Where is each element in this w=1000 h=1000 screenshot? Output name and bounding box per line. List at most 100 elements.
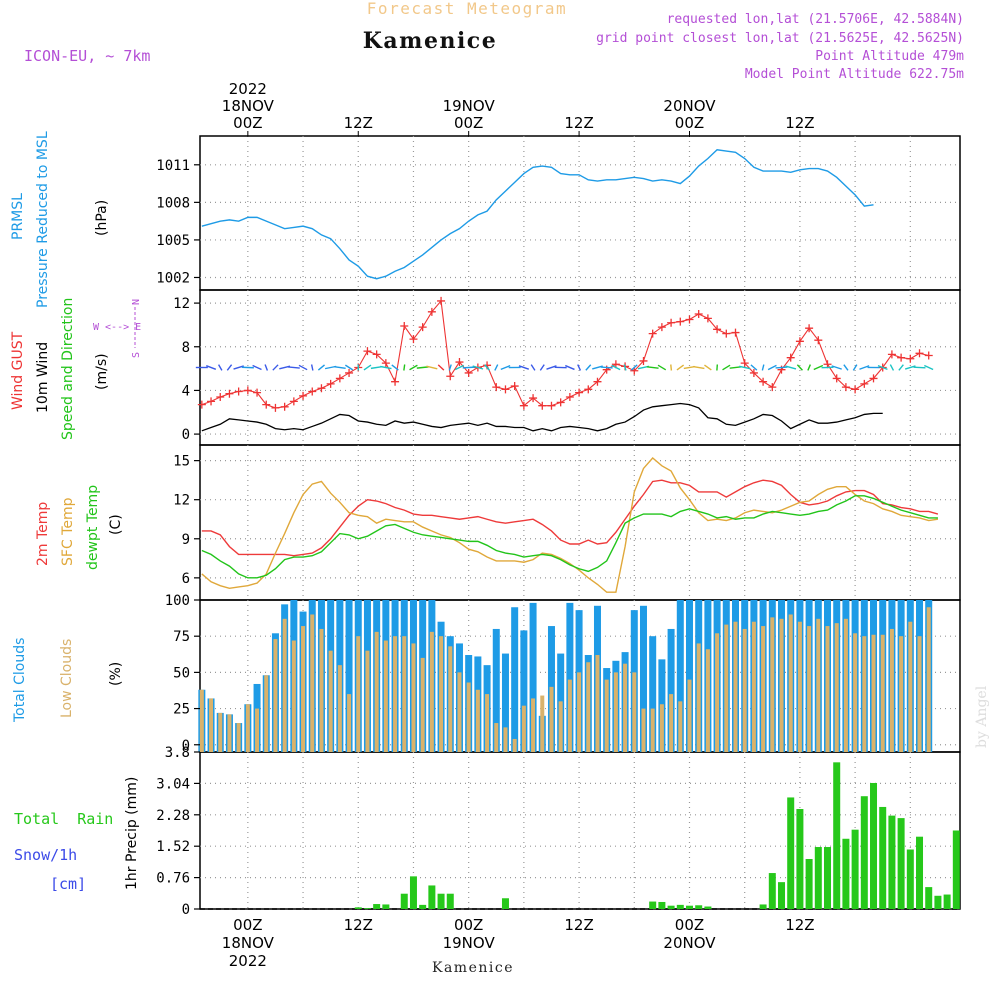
time-label-bottom: 00Z	[233, 916, 262, 934]
low-cloud-bar	[788, 614, 793, 752]
y-tick-label: 9	[182, 532, 190, 548]
gridlines	[200, 136, 960, 909]
low-cloud-bar	[807, 626, 812, 752]
y-tick-label: 1002	[156, 270, 190, 286]
gust-marker	[593, 377, 602, 386]
low-cloud-bar	[328, 650, 333, 752]
gust-marker	[317, 384, 326, 393]
low-cloud-bar	[659, 704, 664, 752]
rain-bar	[870, 782, 878, 909]
time-label-top: 00Z	[233, 114, 262, 132]
wind-arrow	[233, 365, 244, 370]
gust-marker	[510, 382, 519, 391]
rain-bar	[952, 830, 960, 909]
wind-arrow	[657, 364, 667, 371]
low-cloud-bar	[641, 708, 646, 752]
low-cloud-bar	[926, 607, 931, 752]
time-label-bottom: 12Z	[564, 916, 593, 934]
low-cloud-bar	[908, 621, 913, 752]
rain-bar	[373, 904, 381, 909]
wind-arrow	[796, 364, 803, 371]
low-cloud-bar	[199, 689, 204, 752]
low-cloud-bar	[917, 636, 922, 752]
clouds-label-1: Total Clouds	[12, 638, 28, 723]
precip-label-snow: Snow/1h	[14, 846, 77, 864]
gust-marker	[262, 400, 271, 409]
rain-bar	[428, 885, 436, 909]
gust-marker	[851, 385, 860, 394]
total-cloud-bar	[520, 630, 528, 752]
wind-arrow	[264, 364, 269, 371]
y-tick-label: 3.8	[165, 745, 190, 761]
rain-bar	[897, 818, 905, 909]
gust-marker	[832, 374, 841, 383]
wind-arrow	[565, 364, 575, 371]
low-cloud-bar	[862, 636, 867, 752]
low-cloud-bar	[604, 679, 609, 752]
low-cloud-bar	[227, 714, 232, 752]
low-cloud-bar	[494, 723, 499, 752]
low-cloud-bar	[687, 679, 692, 752]
y-tick-label: 2.28	[156, 808, 190, 824]
gust-marker	[381, 359, 390, 368]
low-cloud-bar	[797, 621, 802, 752]
rain-bar	[409, 876, 417, 909]
total-cloud-bar	[639, 605, 647, 752]
low-cloud-bar	[558, 701, 563, 752]
wind-arrow	[500, 364, 511, 371]
wind-arrow	[585, 364, 592, 371]
low-cloud-bar	[751, 621, 756, 752]
rain-bar	[363, 908, 371, 909]
total-cloud-bar	[649, 636, 657, 752]
wind-arrow	[344, 364, 354, 371]
low-cloud-bar	[733, 621, 738, 752]
wind-arrow	[217, 364, 223, 371]
gust-marker	[308, 387, 317, 396]
gust-marker	[731, 328, 740, 337]
low-cloud-bar	[347, 694, 352, 752]
rain-bar	[667, 905, 675, 909]
gust-marker	[299, 391, 308, 400]
low-cloud-bar	[715, 633, 720, 752]
y-tick-label: 75	[173, 629, 190, 645]
gust-marker	[501, 385, 510, 394]
rain-bar	[695, 905, 703, 909]
low-cloud-bar	[337, 665, 342, 752]
rain-bar	[354, 907, 362, 909]
gust-marker	[418, 323, 427, 332]
gust-marker	[713, 325, 722, 334]
total-cloud-bar	[676, 600, 684, 752]
clouds-label-2: Low Clouds	[59, 639, 75, 718]
low-cloud-bar	[549, 686, 554, 752]
total-cloud-bar	[501, 653, 509, 752]
low-cloud-bar	[411, 643, 416, 752]
wind-arrow	[226, 364, 233, 371]
time-label-bottom: 00Z	[675, 916, 704, 934]
wind-arrow	[409, 364, 418, 371]
y-tick-label: 1008	[156, 195, 190, 211]
gust-marker	[197, 400, 206, 409]
rain-bar	[400, 893, 408, 909]
rain-bar	[824, 847, 832, 909]
wind-arrow	[380, 365, 392, 370]
low-cloud-bar	[632, 672, 637, 752]
low-cloud-bar	[816, 618, 821, 752]
gust-marker	[667, 318, 676, 327]
series-line-2	[201, 495, 938, 579]
rain-bar	[934, 895, 942, 909]
total-cloud-bar	[492, 628, 500, 752]
time-label-bottom: 12Z	[344, 916, 373, 934]
gust-marker	[759, 377, 768, 386]
low-cloud-bar	[383, 640, 388, 752]
wind-arrow	[437, 364, 445, 371]
gust-marker	[253, 388, 262, 397]
top-title: Forecast Meteogram	[367, 0, 567, 18]
low-cloud-bar	[540, 695, 545, 752]
panel-frames	[199, 135, 961, 910]
wind-label-2: 10m Wind	[35, 342, 51, 413]
low-cloud-bar	[393, 636, 398, 752]
wind-side-labels: Wind GUST 10m Wind Speed and Direction (…	[10, 298, 142, 440]
y-tick-label: 12	[173, 296, 190, 312]
wind-arrow	[600, 366, 613, 369]
gust-marker	[335, 374, 344, 383]
